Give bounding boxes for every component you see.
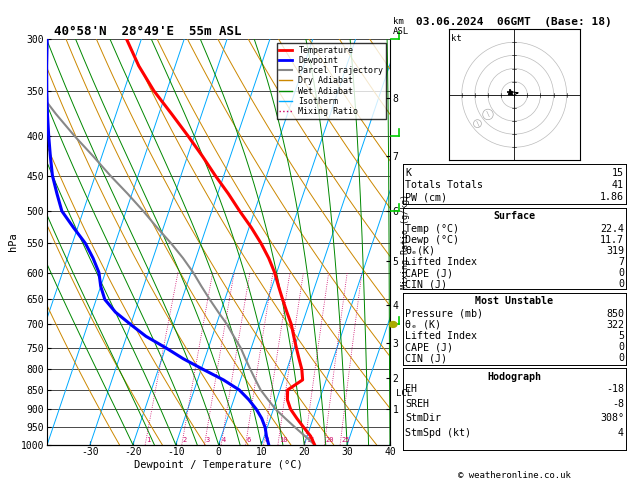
Text: Pressure (mb): Pressure (mb) xyxy=(405,309,483,319)
Text: 319: 319 xyxy=(606,246,624,256)
Text: 1.86: 1.86 xyxy=(600,192,624,203)
Text: 20: 20 xyxy=(325,437,334,443)
Text: 322: 322 xyxy=(606,320,624,330)
Text: 2: 2 xyxy=(182,437,187,443)
Text: θₑ(K): θₑ(K) xyxy=(405,246,435,256)
Text: SREH: SREH xyxy=(405,399,429,409)
Text: StmDir: StmDir xyxy=(405,413,441,423)
X-axis label: Dewpoint / Temperature (°C): Dewpoint / Temperature (°C) xyxy=(134,460,303,470)
Text: 5: 5 xyxy=(618,331,624,341)
Text: 8: 8 xyxy=(264,437,269,443)
Text: 6: 6 xyxy=(247,437,251,443)
Text: Most Unstable: Most Unstable xyxy=(475,296,554,307)
Text: 308°: 308° xyxy=(600,413,624,423)
Text: Temp (°C): Temp (°C) xyxy=(405,224,459,234)
Text: 11.7: 11.7 xyxy=(600,235,624,245)
Text: StmSpd (kt): StmSpd (kt) xyxy=(405,428,471,438)
Text: CAPE (J): CAPE (J) xyxy=(405,268,453,278)
Text: Surface: Surface xyxy=(493,211,535,222)
Text: kt: kt xyxy=(451,35,462,43)
Y-axis label: hPa: hPa xyxy=(8,232,18,251)
Text: θₑ (K): θₑ (K) xyxy=(405,320,441,330)
Text: EH: EH xyxy=(405,384,417,394)
Text: \: \ xyxy=(476,121,479,127)
Text: CIN (J): CIN (J) xyxy=(405,279,447,290)
Text: 0: 0 xyxy=(618,279,624,290)
Text: © weatheronline.co.uk: © weatheronline.co.uk xyxy=(458,471,571,480)
Text: km
ASL: km ASL xyxy=(393,17,409,36)
Text: 3: 3 xyxy=(205,437,209,443)
Text: 4: 4 xyxy=(222,437,226,443)
Text: 850: 850 xyxy=(606,309,624,319)
Text: 10: 10 xyxy=(279,437,287,443)
Text: CIN (J): CIN (J) xyxy=(405,353,447,364)
Text: Totals Totals: Totals Totals xyxy=(405,180,483,191)
Text: 15: 15 xyxy=(612,168,624,178)
Text: 1: 1 xyxy=(146,437,150,443)
Text: 40°58'N  28°49'E  55m ASL: 40°58'N 28°49'E 55m ASL xyxy=(54,25,242,38)
Text: -8: -8 xyxy=(612,399,624,409)
Text: 03.06.2024  06GMT  (Base: 18): 03.06.2024 06GMT (Base: 18) xyxy=(416,17,612,27)
Text: PW (cm): PW (cm) xyxy=(405,192,447,203)
Text: K: K xyxy=(405,168,411,178)
Text: Mixing Ratio (g/kg): Mixing Ratio (g/kg) xyxy=(401,194,410,289)
Text: Lifted Index: Lifted Index xyxy=(405,257,477,267)
Text: Dewp (°C): Dewp (°C) xyxy=(405,235,459,245)
Text: Lifted Index: Lifted Index xyxy=(405,331,477,341)
Text: 22.4: 22.4 xyxy=(600,224,624,234)
Text: 0: 0 xyxy=(618,342,624,352)
Text: 0: 0 xyxy=(618,353,624,364)
Text: -18: -18 xyxy=(606,384,624,394)
Text: CAPE (J): CAPE (J) xyxy=(405,342,453,352)
Text: 25: 25 xyxy=(341,437,350,443)
Text: 41: 41 xyxy=(612,180,624,191)
Text: \: \ xyxy=(486,111,490,118)
Text: 15: 15 xyxy=(306,437,314,443)
Text: 4: 4 xyxy=(618,428,624,438)
Text: 7: 7 xyxy=(618,257,624,267)
Text: Hodograph: Hodograph xyxy=(487,372,541,382)
Text: 0: 0 xyxy=(618,268,624,278)
Text: LCL: LCL xyxy=(396,389,411,399)
Legend: Temperature, Dewpoint, Parcel Trajectory, Dry Adiabat, Wet Adiabat, Isotherm, Mi: Temperature, Dewpoint, Parcel Trajectory… xyxy=(277,43,386,119)
